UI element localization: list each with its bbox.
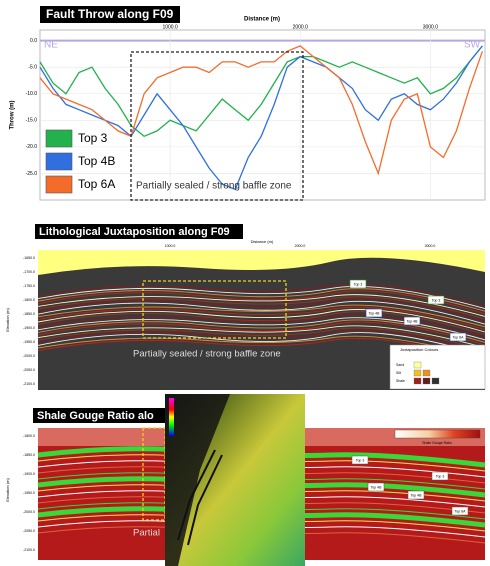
horizon-label: Top 4B: [407, 319, 419, 323]
legend-label: Sand: [396, 363, 404, 367]
y-tick-label: -15.0: [26, 118, 38, 124]
legend-label: Top 3: [78, 131, 108, 145]
x-axis-label: Distance (m): [251, 239, 274, 244]
y-tick-label: -1650.0: [23, 256, 35, 260]
figure: Fault Throw along F09 Distance (m) Throw…: [0, 0, 490, 566]
legend-swatch: [414, 362, 421, 368]
panel-title: Lithological Juxtaposition along F09: [39, 226, 230, 238]
annotation: Partially sealed / strong baffle zone: [136, 181, 292, 192]
y-tick-label: -1850.0: [23, 453, 35, 457]
y-tick-label: -1950.0: [23, 340, 35, 344]
y-tick-label: -10.0: [26, 91, 38, 97]
x-axis-label: Distance (m): [244, 17, 280, 23]
y-tick-label: -20.0: [26, 144, 38, 150]
x-tick-label: 1000.0: [165, 244, 176, 248]
legend-label: Top 6A: [78, 177, 115, 191]
horizon-label: Top 4B: [411, 493, 423, 497]
y-tick-label: -1800.0: [23, 434, 35, 438]
y-axis-label: Elevation (m): [5, 308, 10, 332]
y-axis-label: Throw (m): [10, 101, 16, 130]
y-tick-label: -2100.0: [23, 548, 35, 552]
x-tick-label: 3000.0: [425, 244, 436, 248]
annotation: Partial: [133, 528, 160, 539]
colorbar-title: Shale Gouge Ratio: [422, 441, 452, 445]
y-tick-label: -2000.0: [23, 354, 35, 358]
x-tick-label: 2000.0: [295, 244, 306, 248]
legend-label: Silt: [396, 371, 401, 375]
y-tick-label: -2050.0: [23, 529, 35, 533]
legend-title: Juxtaposition Colours: [400, 347, 438, 352]
legend-swatch: [432, 378, 439, 384]
legend-swatch: [46, 130, 72, 147]
colorbar: [395, 430, 480, 438]
y-tick-label: -1900.0: [23, 326, 35, 330]
legend-swatch: [46, 153, 72, 170]
chart-title: Fault Throw along F09: [46, 7, 174, 21]
y-tick-label: -1850.0: [23, 312, 35, 316]
legend-swatch: [423, 378, 430, 384]
horizon-label: Top 3: [356, 458, 365, 462]
legend-swatch: [414, 370, 421, 376]
legend-swatch: [46, 176, 72, 193]
legend-label: Shale: [396, 379, 405, 383]
legend-label: Top 4B: [78, 154, 115, 168]
x-tick-label: 1000.0: [162, 24, 178, 30]
plot-area: [40, 30, 485, 200]
y-tick-label: -1700.0: [23, 270, 35, 274]
horizon-label: Top 3: [432, 298, 441, 302]
y-tick-label: -2050.0: [23, 368, 35, 372]
y-tick-label: -1800.0: [23, 298, 35, 302]
y-tick-label: -1900.0: [23, 472, 35, 476]
horizon-label: Top 4B: [371, 485, 383, 489]
annotation: Partially sealed / strong baffle zone: [133, 349, 281, 360]
panel-title: Shale Gouge Ratio alo: [37, 410, 154, 422]
legend-swatch: [423, 370, 430, 376]
horizon-label: Top 6A: [453, 335, 465, 339]
y-tick-label: 0.0: [30, 38, 37, 44]
y-tick-label: -1950.0: [23, 491, 35, 495]
y-tick-label: -5.0: [28, 65, 37, 71]
horizon-label: Top 3: [354, 282, 363, 286]
y-tick-label: -2000.0: [23, 510, 35, 514]
x-tick-label: 2000.0: [293, 24, 309, 30]
horizon-label: Top 4B: [369, 311, 381, 315]
y-axis-label: Elevation (m): [5, 478, 10, 502]
horizon-label: Top 3: [436, 474, 445, 478]
y-tick-label: -25.0: [26, 171, 38, 177]
y-tick-label: -1750.0: [23, 284, 35, 288]
inset-colorbar: [169, 398, 174, 436]
x-tick-label: 3000.0: [423, 24, 439, 30]
horizon-label: Top 6A: [455, 509, 467, 513]
legend-swatch: [414, 378, 421, 384]
y-tick-label: -2100.0: [23, 382, 35, 386]
